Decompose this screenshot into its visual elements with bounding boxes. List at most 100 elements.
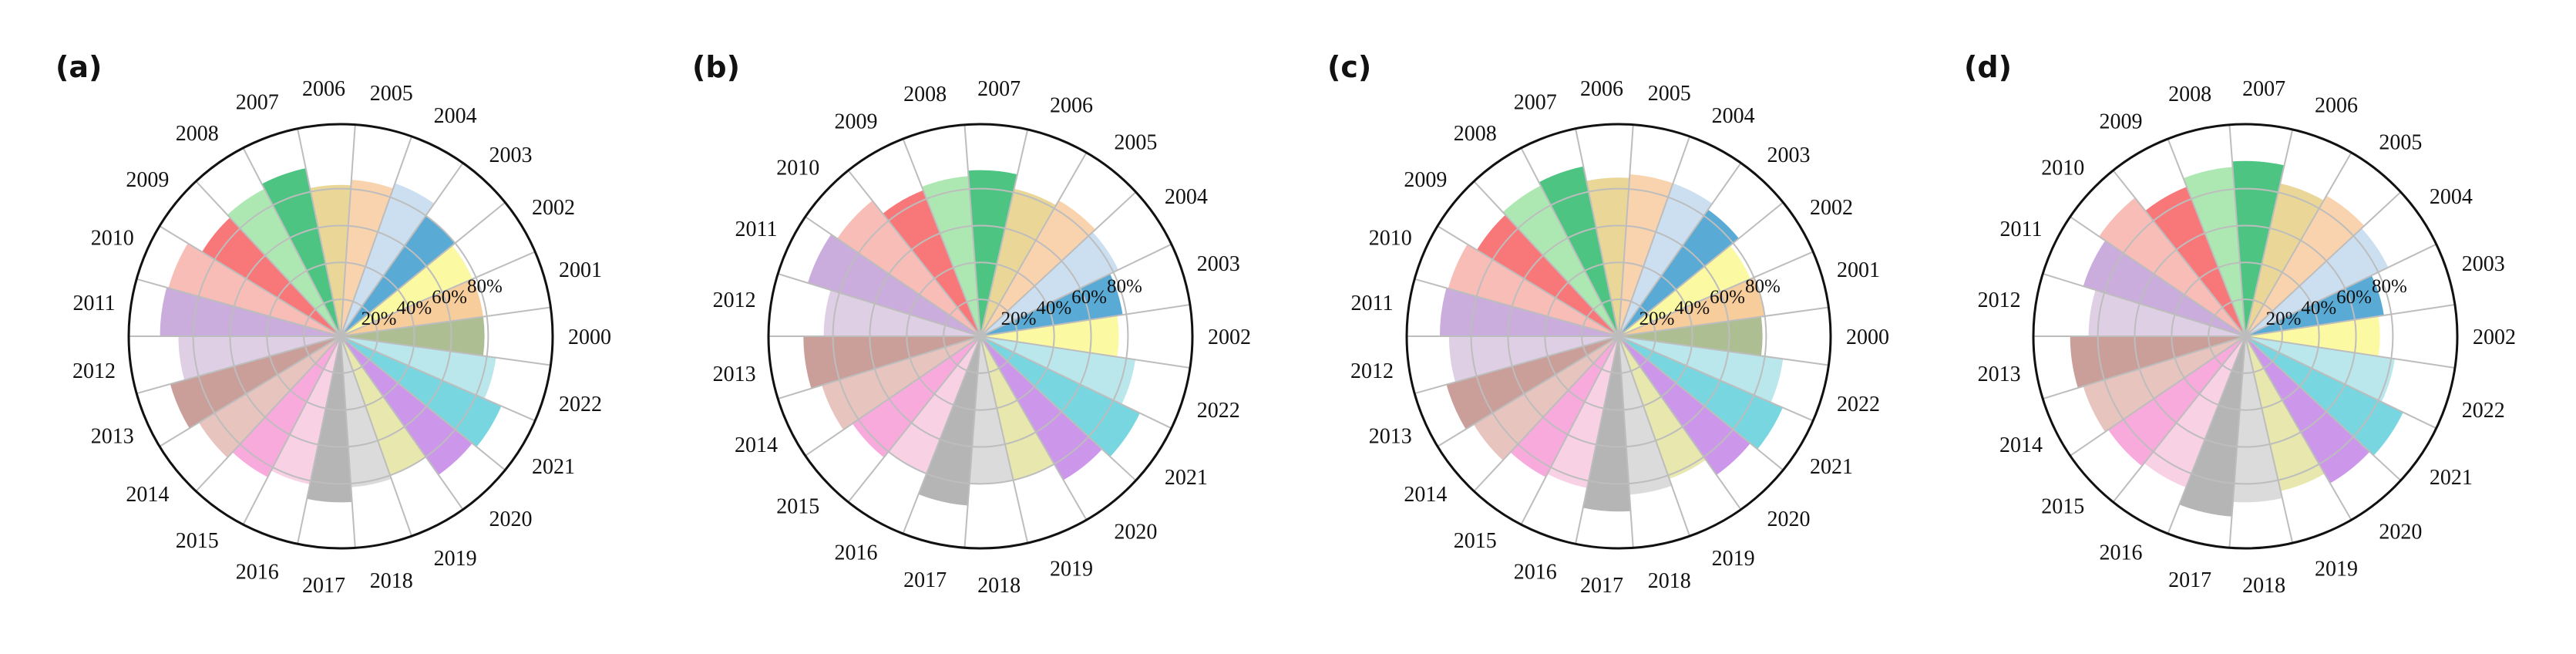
grid-spoke bbox=[340, 201, 506, 337]
grid-spoke bbox=[980, 304, 1191, 337]
bar-2016 bbox=[1547, 336, 1619, 488]
bar-2019 bbox=[341, 336, 426, 476]
year-label-2001: 2001 bbox=[1837, 258, 1880, 282]
year-label-2012: 2012 bbox=[1978, 288, 2021, 312]
grid-spoke bbox=[1414, 278, 1619, 337]
radial-tick-label: 20% bbox=[1639, 308, 1675, 329]
year-label-2016: 2016 bbox=[835, 541, 878, 565]
year-label-2007: 2007 bbox=[1514, 91, 1557, 115]
polar-chart-b: 20%40%60%80% 2002 2003 2004 2005 2006 2007 2008… bbox=[692, 50, 1251, 598]
outer-ring bbox=[1405, 123, 1832, 550]
year-label-2005: 2005 bbox=[1648, 82, 1691, 106]
grid-spoke bbox=[1414, 335, 1619, 395]
year-label-2014: 2014 bbox=[126, 483, 169, 507]
year-label-2000: 2000 bbox=[1846, 325, 1889, 349]
grid-spoke bbox=[2245, 335, 2352, 521]
bar-2011 bbox=[2083, 241, 2245, 336]
grid-spoke bbox=[980, 335, 1172, 430]
outer-ring bbox=[2032, 123, 2459, 550]
grid-spoke bbox=[902, 335, 981, 534]
grid-spoke bbox=[2042, 272, 2246, 337]
bar-2014 bbox=[822, 336, 980, 430]
bar-2018 bbox=[2232, 336, 2282, 503]
year-label-2010: 2010 bbox=[776, 156, 819, 180]
bar-2022 bbox=[2245, 336, 2395, 403]
bar-2022 bbox=[1619, 336, 1784, 403]
year-label-2016: 2016 bbox=[1514, 560, 1557, 584]
year-label-2006: 2006 bbox=[302, 77, 345, 101]
radial-tick-label: 40% bbox=[1036, 298, 1071, 319]
bar-2015 bbox=[852, 336, 980, 458]
bar-2007 bbox=[261, 168, 341, 336]
year-label-2015: 2015 bbox=[1454, 529, 1497, 553]
grid-spoke bbox=[340, 251, 536, 337]
grid-spoke bbox=[340, 335, 464, 511]
year-label-2017: 2017 bbox=[302, 574, 345, 598]
year-label-2004: 2004 bbox=[1712, 104, 1755, 128]
year-label-2009: 2009 bbox=[2100, 110, 2143, 133]
grid-spoke bbox=[1618, 124, 1634, 337]
year-label-2006: 2006 bbox=[2315, 93, 2358, 117]
bar-2004 bbox=[980, 231, 1118, 336]
year-label-2009: 2009 bbox=[1404, 168, 1447, 192]
grid-spoke bbox=[2245, 243, 2437, 337]
grid-spoke bbox=[340, 335, 413, 537]
bar-2019 bbox=[1619, 336, 1707, 479]
bar-2017 bbox=[2179, 336, 2245, 517]
radial-tick-label: 20% bbox=[1001, 308, 1037, 329]
grid-spoke bbox=[2245, 335, 2456, 369]
grid-spoke bbox=[136, 335, 341, 395]
year-label-2011: 2011 bbox=[735, 217, 778, 241]
bar-2008 bbox=[921, 176, 980, 336]
grid-spoke bbox=[340, 335, 551, 366]
bar-2005 bbox=[980, 200, 1096, 336]
radial-tick-label: 60% bbox=[1710, 287, 1745, 308]
outer-ring bbox=[127, 123, 554, 550]
grid-spoke bbox=[980, 335, 1088, 521]
grid-spoke bbox=[1618, 335, 1829, 366]
year-label-2001: 2001 bbox=[559, 258, 602, 282]
year-label-2015: 2015 bbox=[2041, 495, 2084, 519]
bar-2002 bbox=[341, 245, 473, 336]
bar-2006 bbox=[1586, 177, 1630, 336]
grid-spoke bbox=[242, 147, 341, 337]
panel-label: (a) bbox=[55, 50, 102, 84]
polar-chart-d: 20%40%60%80% 2002 2003 2004 2005 2006 2007 2008… bbox=[1964, 50, 2516, 598]
year-label-2003: 2003 bbox=[1767, 143, 1811, 167]
bar-2008 bbox=[2183, 167, 2245, 336]
grid-spoke bbox=[1520, 147, 1619, 337]
year-label-2012: 2012 bbox=[1350, 359, 1394, 383]
grid-spoke bbox=[777, 335, 981, 400]
year-label-2005: 2005 bbox=[1114, 131, 1157, 155]
year-label-2005: 2005 bbox=[370, 82, 413, 106]
grid-spoke bbox=[1618, 251, 1814, 337]
grid-spoke bbox=[847, 170, 981, 337]
bar-2003 bbox=[1619, 209, 1739, 336]
grid-spoke bbox=[2245, 191, 2402, 337]
grid-spoke bbox=[2245, 152, 2352, 337]
year-label-2008: 2008 bbox=[903, 83, 947, 106]
radial-tick-label: 80% bbox=[1107, 276, 1142, 297]
grid-spoke bbox=[1437, 225, 1619, 337]
grid-spoke bbox=[980, 335, 1191, 369]
grid-spoke bbox=[2112, 170, 2246, 337]
grid-spoke bbox=[980, 335, 1137, 481]
year-label-2018: 2018 bbox=[1648, 569, 1691, 593]
year-label-2015: 2015 bbox=[176, 529, 219, 553]
grid-spoke bbox=[340, 124, 356, 337]
year-label-2017: 2017 bbox=[2168, 568, 2211, 592]
year-label-2020: 2020 bbox=[1767, 507, 1811, 531]
bar-2003 bbox=[341, 215, 456, 336]
bar-2002 bbox=[980, 315, 1119, 357]
year-label-2003: 2003 bbox=[1197, 252, 1240, 276]
year-label-2011: 2011 bbox=[2000, 217, 2043, 241]
year-label-2016: 2016 bbox=[2100, 541, 2143, 565]
bar-2008 bbox=[227, 188, 341, 336]
bar-2020 bbox=[341, 336, 472, 475]
bar-2014 bbox=[199, 336, 341, 458]
year-label-2021: 2021 bbox=[2430, 466, 2473, 490]
grid-spoke bbox=[1618, 335, 1784, 471]
bar-2021 bbox=[2245, 336, 2403, 456]
grid-spoke bbox=[340, 136, 413, 337]
radial-tick-label: 20% bbox=[362, 308, 397, 329]
